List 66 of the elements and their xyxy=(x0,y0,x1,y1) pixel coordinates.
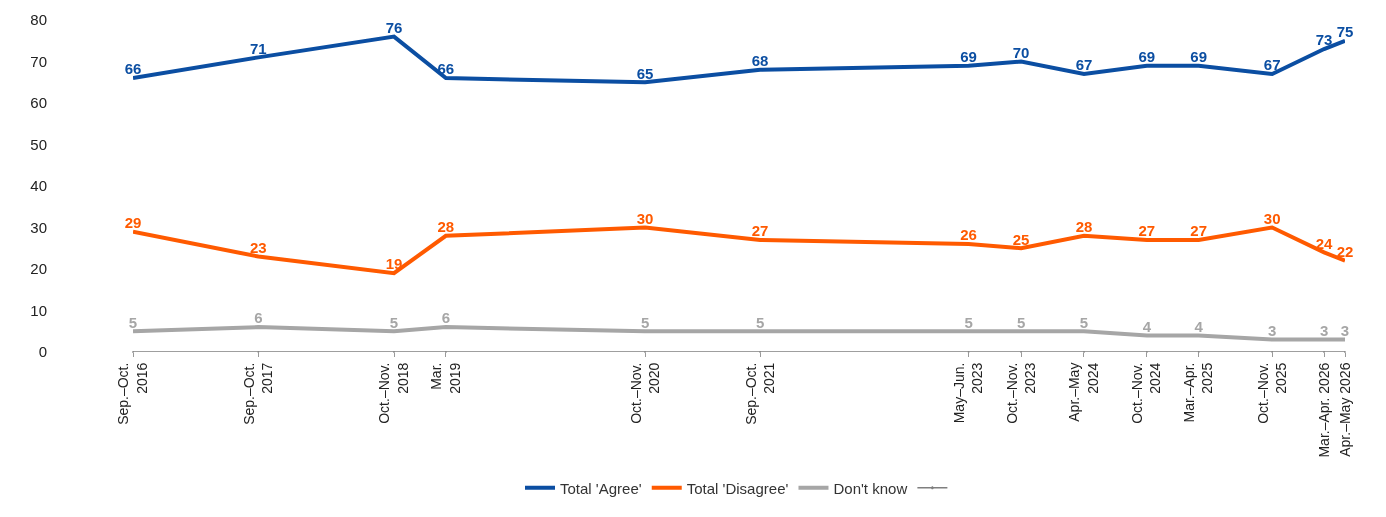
data-label: 70 xyxy=(1012,43,1030,61)
x-tick-label: Sep.–Oct. 2017 xyxy=(240,362,276,425)
y-tick-label: 80 xyxy=(30,11,47,29)
x-tick-label: Mar. 2019 xyxy=(428,362,463,394)
legend-label: Total 'Disagree' xyxy=(686,479,789,497)
x-tick-label: Oct.–Nov. 2018 xyxy=(376,362,411,424)
legend-label: Don't know xyxy=(833,479,908,497)
data-label: 71 xyxy=(250,39,267,57)
x-tick-label: Apr.–May 2024 xyxy=(1066,362,1101,422)
x-tick-label: Oct.–Nov. 2024 xyxy=(1129,362,1164,424)
x-tick-label: Oct.–Nov. 2020 xyxy=(627,362,662,424)
data-label: 5 xyxy=(1016,313,1026,331)
data-label: 3 xyxy=(1319,321,1329,339)
data-label: 28 xyxy=(437,218,455,236)
x-tick-label: Mar.–Apr. 2026 xyxy=(1315,362,1332,458)
data-label: 67 xyxy=(1263,56,1281,74)
data-label: 4 xyxy=(1142,317,1152,335)
data-label: 66 xyxy=(124,60,142,78)
data-label: 65 xyxy=(636,64,654,82)
y-tick-label: 30 xyxy=(30,218,47,236)
data-label: 22 xyxy=(1336,242,1354,260)
data-label: 28 xyxy=(1075,218,1093,236)
data-label: 5 xyxy=(128,313,138,331)
data-label: 27 xyxy=(1138,222,1156,240)
y-tick-label: 20 xyxy=(30,260,47,278)
data-label: 25 xyxy=(1012,230,1030,248)
data-label: 4 xyxy=(1194,317,1204,335)
y-tick-label: 60 xyxy=(30,94,47,112)
data-label: 3 xyxy=(1340,321,1350,339)
data-label: 5 xyxy=(964,313,973,331)
x-tick-label: Sep.–Oct. 2016 xyxy=(115,362,150,425)
data-label: 23 xyxy=(250,238,267,256)
x-tick-label: Oct.–Nov. 2023 xyxy=(1003,362,1038,424)
data-label: 5 xyxy=(389,313,399,331)
x-tick-label: May–Jun. 2023 xyxy=(951,362,986,424)
data-label: 30 xyxy=(1263,209,1281,227)
data-label: 5 xyxy=(1079,313,1089,331)
data-label: 6 xyxy=(254,309,263,327)
data-label: 27 xyxy=(1190,222,1208,240)
data-label: 69 xyxy=(960,47,977,65)
data-label: 5 xyxy=(755,313,765,331)
y-tick-label: 40 xyxy=(30,177,47,195)
y-tick-label: 50 xyxy=(30,135,47,153)
data-label: 75 xyxy=(1336,23,1354,40)
data-label: 3 xyxy=(1268,321,1277,339)
data-label: 24 xyxy=(1315,234,1334,252)
data-label: 68 xyxy=(751,52,769,70)
data-label: 67 xyxy=(1075,56,1093,74)
x-tick-label: Sep.–Oct. 2021 xyxy=(742,362,777,425)
x-tick-label: Apr.–May 2026 xyxy=(1336,362,1353,457)
y-tick-label: 0 xyxy=(38,343,47,361)
y-tick-label: 70 xyxy=(30,52,47,70)
data-label: 69 xyxy=(1138,47,1156,65)
legend-label: Total 'Agree' xyxy=(560,479,642,497)
data-label: 76 xyxy=(385,18,403,36)
data-label: 73 xyxy=(1315,31,1333,49)
x-tick-label: Mar.–Apr. 2025 xyxy=(1181,362,1216,423)
data-label: 5 xyxy=(640,313,650,331)
data-label: 6 xyxy=(441,309,451,327)
data-label: 27 xyxy=(751,222,769,240)
data-label: 69 xyxy=(1190,47,1208,65)
data-label: 26 xyxy=(960,226,977,244)
x-tick-label: Oct.–Nov. 2025 xyxy=(1254,362,1289,424)
data-label: 29 xyxy=(124,213,142,231)
data-label: 30 xyxy=(636,209,654,227)
y-tick-label: 10 xyxy=(30,301,47,319)
